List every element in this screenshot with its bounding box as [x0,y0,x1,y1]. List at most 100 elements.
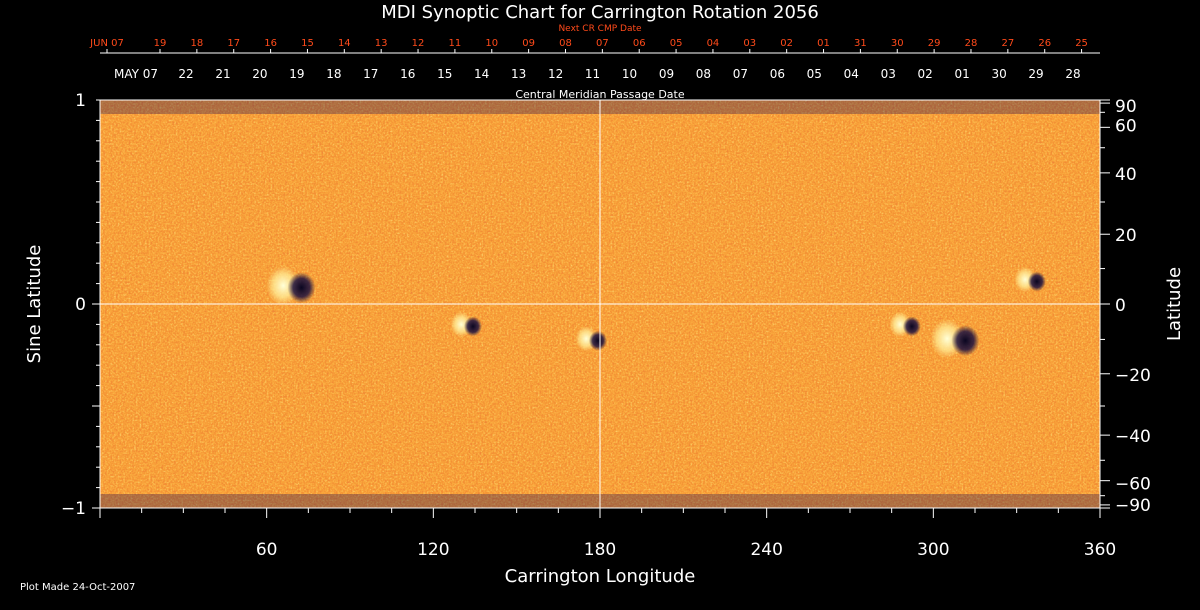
cmp-date: 22 [178,67,193,81]
chart-title: MDI Synoptic Chart for Carrington Rotati… [381,2,819,23]
active-region [1014,266,1046,293]
y-right-tick-label: 60 [1115,116,1137,136]
x-axis-ticks [99,508,1101,518]
next-cr-date: 03 [743,38,756,49]
cmp-date: 11 [585,67,600,81]
next-cr-date: 18 [190,38,203,49]
plot-made-note: Plot Made 24-Oct-2007 [20,582,135,593]
next-cr-date: 26 [1038,38,1051,49]
next-cr-date: 17 [227,38,240,49]
cmp-date: 12 [548,67,563,81]
cmp-date: 17 [363,67,378,81]
cmp-date: 19 [289,67,304,81]
cmp-date: 05 [807,67,822,81]
x-tick-label: 300 [917,540,949,560]
y-right-tick-label: 40 [1115,165,1137,185]
cmp-date: 06 [770,67,785,81]
cmp-date: 15 [437,67,452,81]
y-right-tick-label: −20 [1115,366,1151,386]
y-right-tick-label: −40 [1115,427,1151,447]
y-right-tick-label: 90 [1115,97,1137,117]
next-cr-ticks [106,49,1083,53]
y-left-tick-label: 0 [75,295,86,315]
cmp-date: 04 [844,67,859,81]
cmp-date: 29 [1028,67,1043,81]
cmp-date: 20 [252,67,267,81]
next-cr-date: 07 [596,38,609,49]
cmp-date: 14 [474,67,489,81]
y-right-tick-label: 0 [1115,296,1126,316]
cmp-date: 18 [326,67,341,81]
cmp-date: 13 [511,67,526,81]
cmp-date: 30 [991,67,1006,81]
cmp-date: 28 [1065,67,1080,81]
next-cr-date-row: JUN 07 19 18 17 16 15 14 13 12 11 10 09 08 07 06 05 04 03… [89,38,1088,49]
negative-polarity-patch [951,325,980,357]
active-region [930,319,980,359]
next-cr-date: 06 [633,38,646,49]
cmp-date: 07 [733,67,748,81]
next-cr-date: 12 [412,38,425,49]
next-cr-date: 15 [301,38,314,49]
next-cr-date: 04 [707,38,720,49]
x-tick-label: 360 [1084,540,1116,560]
x-axis-tick-labels: 60 120 180 240 300 360 [256,540,1116,560]
y-right-axis-label: Latitude [1164,267,1185,341]
next-cr-date: 25 [1075,38,1088,49]
cmp-date: 21 [215,67,230,81]
y-left-axis-tick-labels: 1 0 −1 [61,91,86,519]
cmp-date: MAY 07 [114,67,158,81]
active-region [450,311,482,337]
active-region [889,311,921,337]
next-cr-date: 08 [559,38,572,49]
magnetogram-area [99,99,1101,509]
next-cr-date: JUN 07 [89,38,124,49]
next-cr-date: 02 [780,38,793,49]
cmp-date: 08 [696,67,711,81]
active-region [575,326,607,352]
cmp-date: 03 [881,67,896,81]
cmp-label: Central Meridian Passage Date [515,88,684,101]
next-cr-date: 30 [891,38,904,49]
y-right-tick-label: −90 [1115,496,1151,516]
y-left-tick-label: 1 [75,91,86,111]
next-cr-date: 13 [375,38,388,49]
next-cr-date: 16 [264,38,277,49]
negative-polarity-patch [588,330,607,351]
y-left-axis-ticks [92,99,100,509]
next-cr-date: 01 [817,38,830,49]
next-cr-date: 09 [522,38,535,49]
next-cr-date: 14 [338,38,351,49]
next-cr-label: Next CR CMP Date [558,24,642,34]
cmp-date: 09 [659,67,674,81]
x-tick-label: 240 [750,540,782,560]
cmp-date: 01 [954,67,969,81]
y-left-tick-label: −1 [61,499,86,519]
next-cr-date: 10 [485,38,498,49]
cmp-date: 10 [622,67,637,81]
negative-polarity-patch [287,272,316,304]
next-cr-date: 19 [154,38,167,49]
next-cr-date: 05 [670,38,683,49]
y-left-axis-label: Sine Latitude [24,245,45,364]
negative-polarity-patch [1027,271,1046,292]
x-axis-label: Carrington Longitude [505,566,696,587]
x-tick-label: 120 [417,540,449,560]
next-cr-date: 27 [1001,38,1014,49]
next-cr-date: 11 [449,38,462,49]
y-right-tick-label: −60 [1115,475,1151,495]
y-right-axis-ticks [1100,99,1110,509]
x-tick-label: 60 [256,540,278,560]
next-cr-date: 29 [928,38,941,49]
cmp-date: 02 [918,67,933,81]
next-cr-date: 31 [854,38,867,49]
cmp-date-row: MAY 07 22 21 20 19 18 17 16 15 14 13 12 11 10 09 08 07 06… [114,67,1081,81]
y-right-tick-label: 20 [1115,226,1137,246]
next-cr-date: 28 [965,38,978,49]
negative-polarity-patch [463,316,482,337]
cmp-date: 16 [400,67,415,81]
active-regions [266,266,1046,359]
active-region [266,266,316,306]
